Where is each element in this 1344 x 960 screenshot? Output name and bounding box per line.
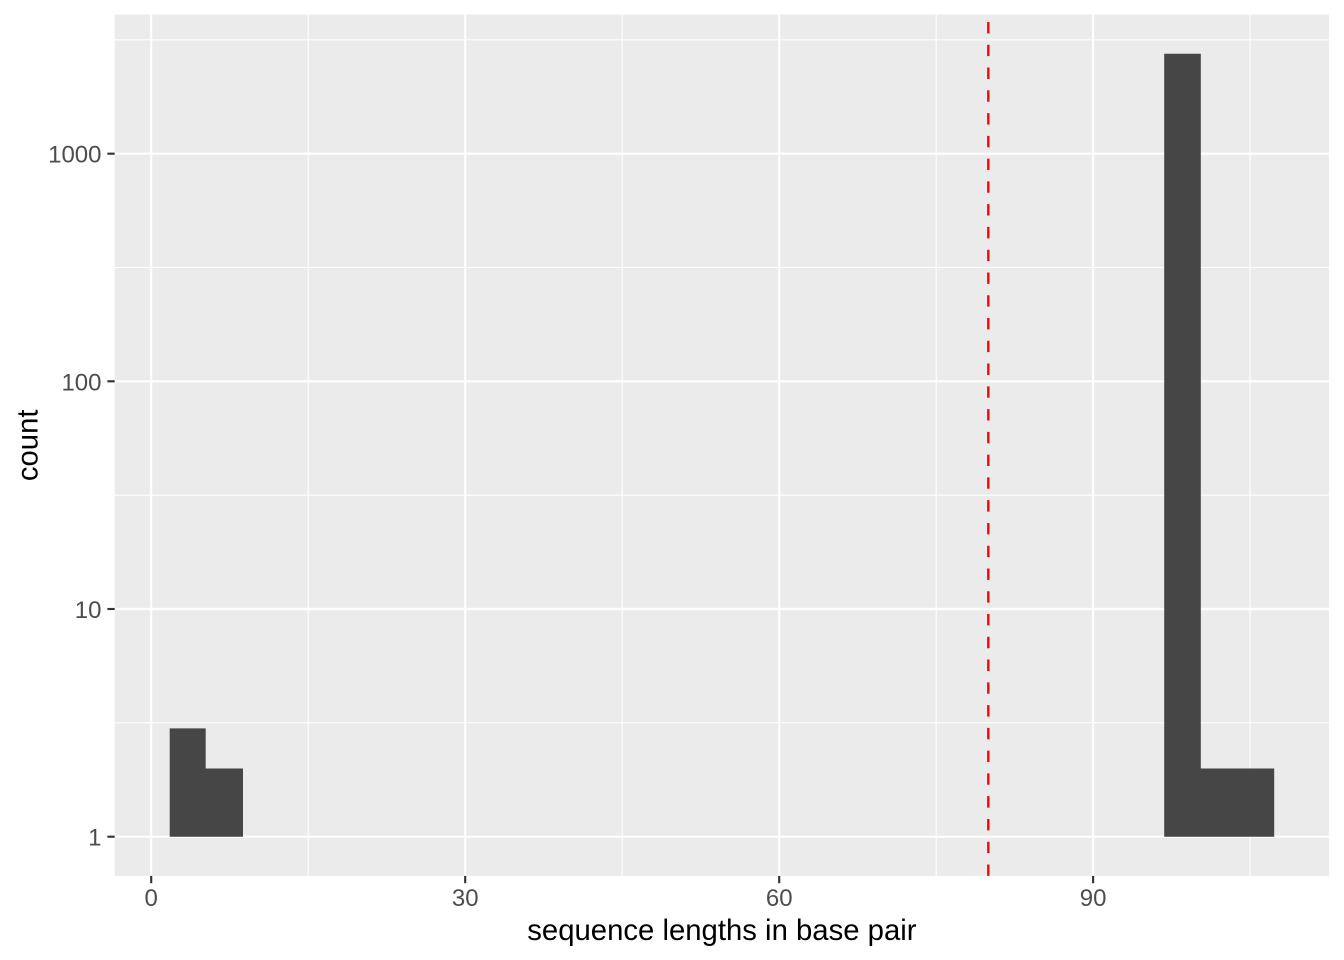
svg-text:10: 10 bbox=[75, 597, 102, 624]
svg-text:0: 0 bbox=[145, 885, 158, 912]
svg-text:60: 60 bbox=[766, 885, 793, 912]
svg-text:1000: 1000 bbox=[48, 142, 101, 169]
svg-text:count: count bbox=[11, 409, 44, 481]
svg-text:90: 90 bbox=[1080, 885, 1107, 912]
svg-text:sequence lengths in base pair: sequence lengths in base pair bbox=[527, 914, 917, 947]
svg-text:100: 100 bbox=[61, 369, 101, 396]
svg-text:30: 30 bbox=[452, 885, 479, 912]
svg-text:1: 1 bbox=[88, 825, 101, 852]
